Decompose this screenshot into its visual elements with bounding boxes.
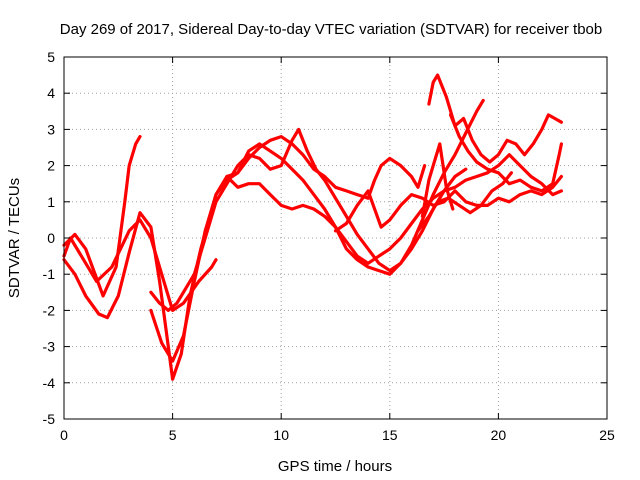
y-tick-label: -1 <box>43 266 56 282</box>
x-tick-label: 0 <box>60 427 68 443</box>
y-tick-label: 4 <box>47 85 55 101</box>
y-tick-label: 1 <box>47 194 55 210</box>
y-tick-label: 3 <box>47 121 55 137</box>
series-arc-1 <box>62 218 218 312</box>
grid-lines <box>64 57 607 419</box>
x-axis-label: GPS time / hours <box>278 458 392 475</box>
x-tick-label: 5 <box>169 427 177 443</box>
series-arc-7 <box>333 174 563 233</box>
y-tick-label: 0 <box>47 230 55 246</box>
y-tick-label: 2 <box>47 158 55 174</box>
x-tick-label: 15 <box>382 427 398 443</box>
series-arc-9 <box>416 171 513 233</box>
series-arc-11 <box>449 113 563 193</box>
y-axis-label: SDTVAR / TECUs <box>6 178 23 298</box>
series-arc-6 <box>225 153 563 265</box>
y-tick-label: -5 <box>43 411 56 427</box>
axis-ticks: 0 5 10 15 20 25 -5 -4 -3 -2 -1 0 1 2 3 4 5 <box>43 49 615 443</box>
x-tick-label: 20 <box>491 427 507 443</box>
y-tick-label: -3 <box>43 339 56 355</box>
plot-frame <box>63 56 608 420</box>
series-arc-3 <box>62 135 427 381</box>
series-arc-8 <box>420 142 455 218</box>
y-tick-label: -2 <box>43 302 56 318</box>
x-tick-label: 10 <box>273 427 289 443</box>
chart-title: Day 269 of 2017, Sidereal Day-to-day VTE… <box>60 21 602 38</box>
series-arc-5 <box>149 98 485 363</box>
series-arc-10 <box>427 73 563 164</box>
series-arc-2 <box>62 135 142 298</box>
y-tick-label: 5 <box>47 49 55 65</box>
data-series <box>62 73 563 381</box>
y-tick-label: -4 <box>43 375 56 391</box>
x-tick-label: 25 <box>599 427 615 443</box>
